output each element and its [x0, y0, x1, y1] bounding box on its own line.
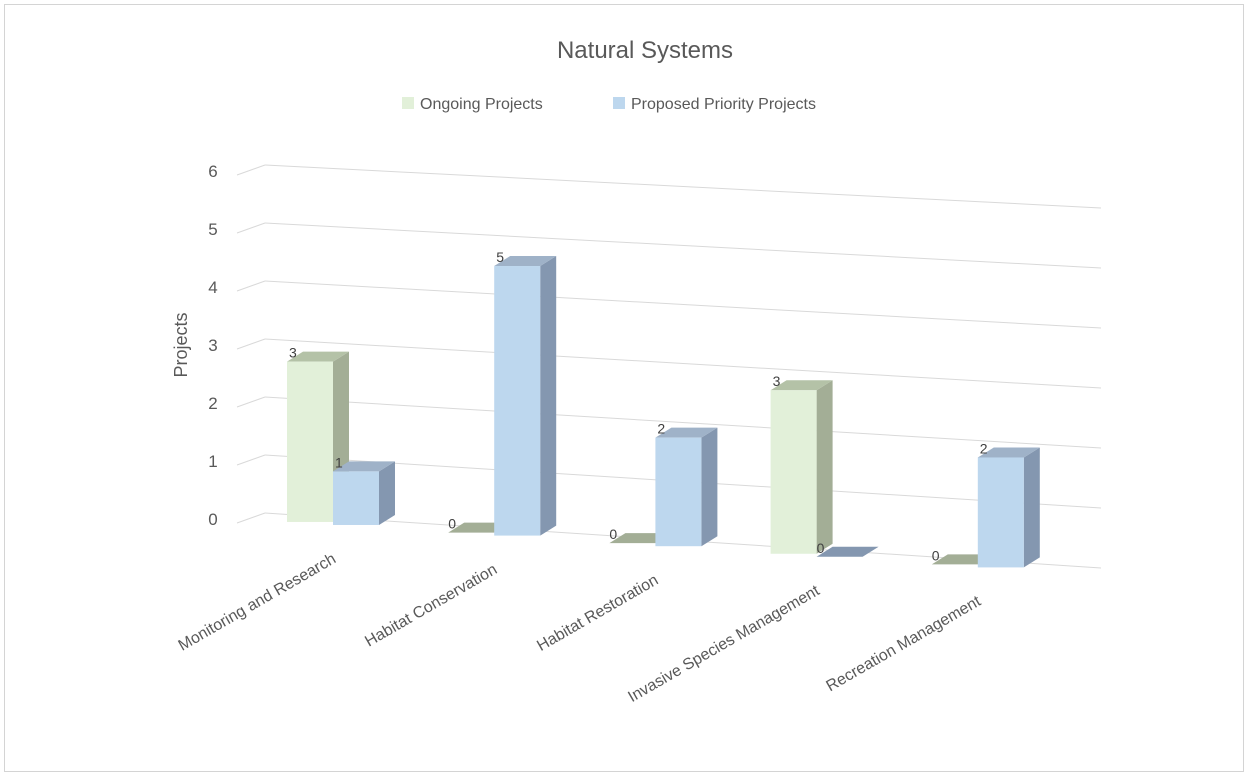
legend: Ongoing Projects Proposed Priority Proje… [402, 96, 816, 113]
chart-svg: Natural Systems Ongoing Projects Propose… [171, 37, 1102, 706]
legend-label-ongoing: Ongoing Projects [420, 96, 543, 113]
gridlines [236, 164, 1102, 569]
category-labels: Monitoring and Research Habitat Conservat… [176, 550, 985, 705]
gridline-side [236, 338, 266, 350]
data-label: 0 [609, 526, 617, 542]
category-label: Monitoring and Research [176, 550, 339, 654]
y-tick-label: 6 [208, 162, 217, 181]
category-label: Recreation Management [824, 593, 985, 696]
bar-side [540, 256, 557, 536]
bar-side [701, 427, 718, 547]
bar-side [816, 380, 833, 554]
y-tick-label: 5 [208, 220, 217, 239]
data-label: 2 [980, 440, 988, 456]
category-label: Invasive Species Management [625, 582, 823, 706]
bar-side [379, 461, 395, 525]
data-label: 3 [773, 373, 781, 389]
bar [287, 361, 333, 522]
data-label: 0 [448, 516, 456, 532]
y-tick-label: 2 [208, 394, 217, 413]
y-tick-label: 4 [208, 278, 217, 297]
gridline [264, 280, 1102, 329]
bar [977, 457, 1024, 568]
y-axis-ticks: 0 1 2 3 4 5 6 [208, 162, 217, 529]
bar [655, 437, 702, 547]
gridline-side [236, 396, 266, 408]
legend-label-proposed: Proposed Priority Projects [631, 96, 816, 113]
bar-top [770, 380, 833, 391]
bar-top [287, 351, 349, 362]
bar-top [494, 256, 557, 267]
gridline-side [236, 512, 266, 524]
gridline-side [236, 454, 266, 466]
y-tick-label: 1 [208, 452, 217, 471]
bar-top [655, 427, 718, 438]
data-label: 1 [335, 454, 343, 470]
y-tick-label: 3 [208, 336, 217, 355]
y-tick-label: 0 [208, 510, 217, 529]
data-label: 0 [932, 547, 940, 563]
bar [770, 390, 817, 554]
category-label: Habitat Restoration [534, 572, 661, 655]
gridline [264, 222, 1102, 269]
gridline [264, 396, 1102, 449]
bars [287, 256, 1040, 568]
gridline-side [236, 222, 266, 234]
bar-top [333, 461, 395, 472]
chart-title: Natural Systems [557, 37, 733, 64]
bar-zero [816, 546, 879, 557]
bar-side [1023, 447, 1040, 568]
bar [333, 471, 379, 525]
chart-frame: Natural Systems Ongoing Projects Propose… [4, 4, 1244, 772]
data-label: 0 [817, 540, 825, 556]
bar-top [977, 447, 1040, 458]
gridline-side [236, 164, 266, 176]
category-label: Habitat Conservation [362, 561, 500, 650]
y-axis-label: Projects [171, 312, 191, 377]
data-label: 2 [657, 421, 665, 437]
gridline [264, 338, 1102, 389]
gridline-side [236, 280, 266, 292]
gridline [264, 164, 1102, 209]
data-label: 3 [289, 345, 297, 361]
data-label: 5 [496, 249, 504, 265]
bar [494, 266, 541, 536]
legend-swatch-ongoing [402, 97, 414, 109]
legend-swatch-proposed [613, 97, 625, 109]
